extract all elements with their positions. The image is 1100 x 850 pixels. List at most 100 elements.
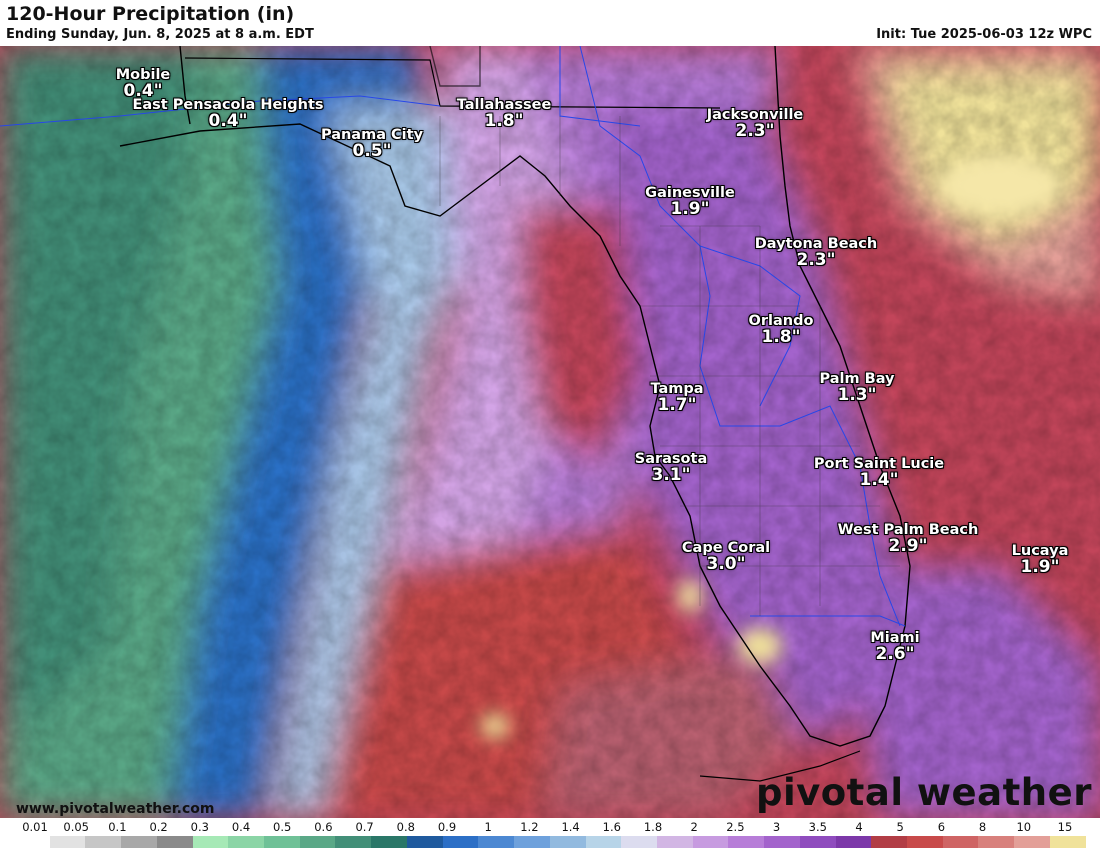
city-name: West Palm Beach xyxy=(837,522,979,538)
legend-swatch xyxy=(764,836,800,848)
city-precip-value: 1.3" xyxy=(837,385,877,406)
city-precip-value: 3.0" xyxy=(706,554,746,575)
city-precip-value: 1.9" xyxy=(1020,557,1060,578)
city-name: Sarasota xyxy=(634,451,708,467)
city-precip-value: 2.3" xyxy=(796,250,836,271)
city-name: Jacksonville xyxy=(706,107,804,123)
legend-swatch xyxy=(621,836,657,848)
city-name: Orlando xyxy=(748,313,814,329)
legend-tick-label: 1.4 xyxy=(561,820,580,834)
city-name: Lucaya xyxy=(1011,543,1069,559)
city-name: Tampa xyxy=(650,381,704,397)
legend-tick-label: 1.8 xyxy=(643,820,663,834)
city-name: Mobile xyxy=(115,67,171,83)
city-label-west-palm-beach: West Palm Beach 2.9" xyxy=(837,522,979,557)
map-header: 120-Hour Precipitation (in) Ending Sunda… xyxy=(0,0,1100,46)
state-border xyxy=(184,57,721,109)
city-precip-value: 1.9" xyxy=(670,199,710,220)
legend-tick-label: 1.2 xyxy=(520,820,539,834)
map-canvas xyxy=(0,46,1100,818)
legend-swatch xyxy=(121,836,157,848)
legend-tick-label: 0.9 xyxy=(437,820,457,834)
city-precip-value: 1.8" xyxy=(484,111,524,132)
precipitation-map[interactable]: Mobile 0.4" East Pensacola Heights 0.4" Pana… xyxy=(0,46,1100,818)
city-label-gainesville: Gainesville 1.9" xyxy=(645,185,735,220)
legend-swatch xyxy=(85,836,122,848)
legend-tick-label: 1 xyxy=(484,820,492,834)
legend-tick-label: 0.01 xyxy=(22,820,48,834)
legend-swatch xyxy=(371,836,407,848)
legend-swatch xyxy=(406,836,443,848)
city-name: East Pensacola Heights xyxy=(132,97,324,113)
legend-tick-label: 2 xyxy=(690,820,698,834)
legend-swatch xyxy=(656,836,693,848)
city-name: Miami xyxy=(870,630,920,646)
city-label-daytona-beach: Daytona Beach 2.3" xyxy=(754,236,878,271)
city-label-mobile: Mobile 0.4" xyxy=(115,67,171,102)
legend-tick-label: 8 xyxy=(978,820,987,834)
legend-tick-label: 6 xyxy=(937,820,946,834)
legend-swatch xyxy=(1014,836,1050,848)
city-label-sarasota: Sarasota 3.1" xyxy=(634,451,708,486)
city-label-panama-city: Panama City 0.5" xyxy=(321,127,423,162)
city-precip-value: 2.3" xyxy=(735,121,775,142)
legend-swatch xyxy=(978,836,1015,848)
legend-tick-label: 0.5 xyxy=(273,820,292,834)
city-precip-value: 1.7" xyxy=(657,395,697,416)
legend-tick-label: 0.6 xyxy=(314,820,333,834)
legend-swatch xyxy=(192,836,229,848)
city-label-palm-bay: Palm Bay 1.3" xyxy=(819,371,895,406)
heavy-precip-spots xyxy=(481,156,1060,738)
city-name: Daytona Beach xyxy=(754,236,878,252)
legend-tick-label: 2.5 xyxy=(726,820,745,834)
legend-tick-label: 3 xyxy=(772,820,781,834)
legend-swatch xyxy=(835,836,872,848)
legend-swatch xyxy=(906,836,943,848)
city-precip-value: 3.1" xyxy=(651,465,691,486)
legend-tick-label: 1.6 xyxy=(602,820,621,834)
city-label-lucaya: Lucaya 1.9" xyxy=(1011,543,1069,578)
legend-tick-label: 0.2 xyxy=(149,820,168,834)
map-valid-time: Ending Sunday, Jun. 8, 2025 at 8 a.m. ED… xyxy=(6,27,314,42)
city-label-tallahassee: Tallahassee 1.8" xyxy=(457,97,552,132)
legend-swatch xyxy=(14,836,50,848)
coastline xyxy=(119,46,911,747)
city-label-orlando: Orlando 1.8" xyxy=(748,313,814,347)
color-legend: 0.01 0.05 0.1 0.2 0.3 0.4 0.5 0.6 0.7 0.8 0.9 1 1.2 1… xyxy=(0,818,1100,850)
legend-swatch xyxy=(585,836,622,848)
legend-tick-label: 0.1 xyxy=(108,820,127,834)
city-precip-value: 0.5" xyxy=(352,141,392,162)
website-url[interactable]: www.pivotalweather.com xyxy=(16,801,215,817)
model-init-time: Init: Tue 2025-06-03 12z WPC xyxy=(876,27,1092,42)
legend-bar xyxy=(14,836,1086,848)
legend-tick-label: 0.7 xyxy=(355,820,374,834)
city-name: Palm Bay xyxy=(819,371,895,387)
legend-swatch xyxy=(871,836,907,848)
legend-swatch xyxy=(1049,836,1086,848)
brand-logo: pivotal weather xyxy=(755,771,1092,814)
county-lines xyxy=(439,116,900,616)
texture xyxy=(0,46,1100,818)
city-precip-value: 0.4" xyxy=(123,81,163,102)
legend-tick-label: 3.5 xyxy=(808,820,827,834)
city-name: Gainesville xyxy=(645,185,735,201)
city-precip-value: 2.9" xyxy=(888,536,928,557)
legend-swatch xyxy=(49,836,86,848)
rivers xyxy=(0,46,906,627)
legend-swatch xyxy=(942,836,979,848)
city-precip-value: 1.4" xyxy=(859,470,899,491)
legend-tick-label: 10 xyxy=(1016,820,1032,834)
legend-tick-label: 0.05 xyxy=(63,820,89,834)
legend-swatch xyxy=(799,836,836,848)
legend-swatch xyxy=(264,836,300,848)
city-precip-value: 2.6" xyxy=(875,644,915,665)
city-label-cape-coral: Cape Coral 3.0" xyxy=(682,540,770,575)
legend-tick-label: 0.4 xyxy=(231,820,251,834)
city-precip-value: 0.4" xyxy=(208,111,248,132)
legend-tick-label: 4 xyxy=(855,820,863,834)
florida-keys xyxy=(699,750,861,782)
city-label-east-pensacola-heights: East Pensacola Heights 0.4" xyxy=(132,97,324,132)
city-name: Port Saint Lucie xyxy=(813,456,945,472)
city-label-miami: Miami 2.6" xyxy=(870,630,920,665)
legend-swatch xyxy=(228,836,265,848)
